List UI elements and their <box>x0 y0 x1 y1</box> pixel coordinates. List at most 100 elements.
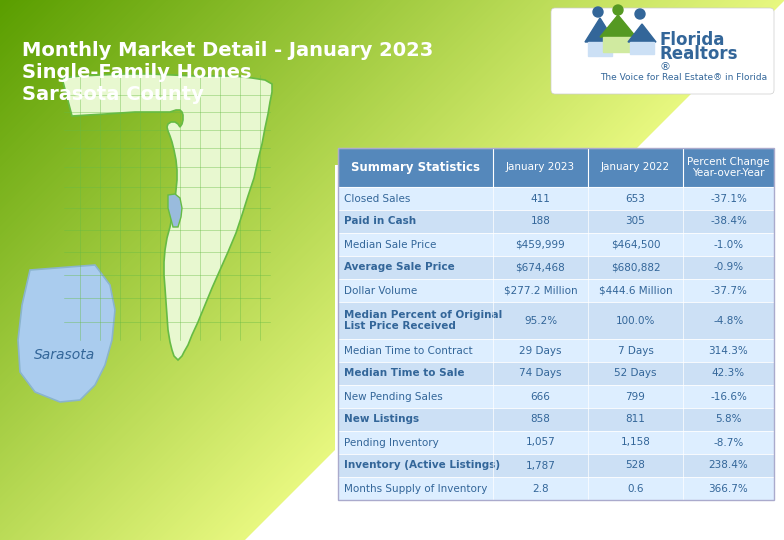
Polygon shape <box>99 0 643 540</box>
Polygon shape <box>177 0 721 540</box>
Text: Pending Inventory: Pending Inventory <box>344 437 439 448</box>
Polygon shape <box>0 0 294 540</box>
Polygon shape <box>0 0 200 540</box>
Polygon shape <box>0 0 204 540</box>
Polygon shape <box>185 0 729 540</box>
Polygon shape <box>0 0 380 540</box>
Text: New Listings: New Listings <box>344 415 419 424</box>
Text: 7 Days: 7 Days <box>618 346 653 355</box>
Polygon shape <box>0 0 243 540</box>
Polygon shape <box>0 0 86 540</box>
Polygon shape <box>0 0 180 540</box>
Polygon shape <box>9 0 553 540</box>
Polygon shape <box>0 0 133 540</box>
Text: 666: 666 <box>531 392 550 402</box>
Polygon shape <box>0 0 506 540</box>
Text: $277.2 Million: $277.2 Million <box>503 286 577 295</box>
Polygon shape <box>5 0 549 540</box>
Polygon shape <box>0 0 455 540</box>
Bar <box>338 279 774 302</box>
Polygon shape <box>0 0 129 540</box>
Polygon shape <box>0 0 345 540</box>
Text: 314.3%: 314.3% <box>709 346 749 355</box>
Polygon shape <box>154 0 698 540</box>
Polygon shape <box>0 0 27 540</box>
Polygon shape <box>0 0 431 540</box>
Polygon shape <box>0 0 165 540</box>
Text: Florida: Florida <box>660 31 725 49</box>
Polygon shape <box>0 0 408 540</box>
Polygon shape <box>0 0 82 540</box>
Polygon shape <box>0 0 400 540</box>
Polygon shape <box>630 42 654 54</box>
Polygon shape <box>0 0 325 540</box>
Polygon shape <box>0 0 274 540</box>
Text: New Pending Sales: New Pending Sales <box>344 392 443 402</box>
Text: 5.8%: 5.8% <box>715 415 742 424</box>
Polygon shape <box>0 0 302 540</box>
Polygon shape <box>0 0 412 540</box>
Polygon shape <box>0 0 172 540</box>
Bar <box>338 233 774 256</box>
Polygon shape <box>0 0 321 540</box>
Polygon shape <box>0 0 349 540</box>
Text: Sarasota County: Sarasota County <box>22 84 204 104</box>
Text: 74 Days: 74 Days <box>519 368 562 379</box>
Polygon shape <box>28 0 572 540</box>
Polygon shape <box>36 0 580 540</box>
Polygon shape <box>0 0 439 540</box>
Polygon shape <box>0 0 318 540</box>
Polygon shape <box>236 0 780 540</box>
Polygon shape <box>0 0 372 540</box>
Polygon shape <box>0 0 122 540</box>
Text: Paid in Cash: Paid in Cash <box>344 217 416 226</box>
Text: Months Supply of Inventory: Months Supply of Inventory <box>344 483 488 494</box>
Polygon shape <box>56 0 600 540</box>
Polygon shape <box>0 0 306 540</box>
Polygon shape <box>0 0 188 540</box>
Polygon shape <box>0 0 184 540</box>
Polygon shape <box>0 0 24 540</box>
Text: -16.6%: -16.6% <box>710 392 747 402</box>
Polygon shape <box>0 0 63 540</box>
Text: Dollar Volume: Dollar Volume <box>344 286 417 295</box>
Polygon shape <box>24 0 568 540</box>
Polygon shape <box>0 0 463 540</box>
Polygon shape <box>588 42 612 56</box>
Polygon shape <box>83 0 627 540</box>
Polygon shape <box>0 0 125 540</box>
Polygon shape <box>0 0 137 540</box>
FancyBboxPatch shape <box>551 8 774 94</box>
Polygon shape <box>1 0 545 540</box>
Bar <box>338 385 774 408</box>
Text: January 2022: January 2022 <box>601 163 670 172</box>
Polygon shape <box>603 37 633 52</box>
Bar <box>338 210 774 233</box>
Polygon shape <box>75 0 619 540</box>
Polygon shape <box>0 0 451 540</box>
Text: January 2023: January 2023 <box>506 163 575 172</box>
Polygon shape <box>0 0 521 540</box>
Circle shape <box>593 7 603 17</box>
Bar <box>338 362 774 385</box>
Polygon shape <box>0 0 435 540</box>
Polygon shape <box>60 0 604 540</box>
Polygon shape <box>0 0 357 540</box>
Text: Sarasota: Sarasota <box>34 348 96 362</box>
Polygon shape <box>0 0 282 540</box>
Polygon shape <box>0 0 35 540</box>
Polygon shape <box>0 0 341 540</box>
Polygon shape <box>0 0 376 540</box>
Polygon shape <box>0 0 12 540</box>
Polygon shape <box>87 0 631 540</box>
Polygon shape <box>122 0 666 540</box>
Polygon shape <box>0 0 541 540</box>
Polygon shape <box>0 0 74 540</box>
Bar <box>338 431 774 454</box>
Polygon shape <box>0 0 8 540</box>
Polygon shape <box>91 0 635 540</box>
Text: 1,787: 1,787 <box>525 461 555 470</box>
Polygon shape <box>0 0 361 540</box>
Text: -0.9%: -0.9% <box>713 262 743 273</box>
Polygon shape <box>71 0 615 540</box>
